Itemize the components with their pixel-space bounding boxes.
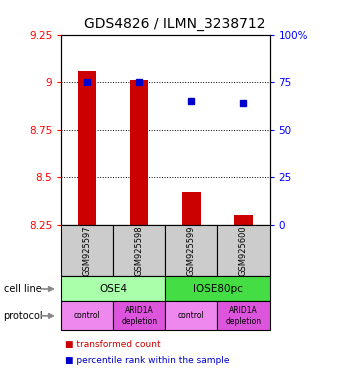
Text: cell line: cell line (4, 284, 41, 294)
Text: ARID1A
depletion: ARID1A depletion (225, 306, 261, 326)
Text: GSM925598: GSM925598 (135, 225, 144, 276)
Text: GSM925600: GSM925600 (239, 225, 248, 276)
Text: GSM925599: GSM925599 (187, 225, 196, 276)
Text: protocol: protocol (4, 311, 43, 321)
Text: ■ transformed count: ■ transformed count (65, 340, 160, 349)
Bar (182, 192, 201, 225)
Text: IOSE80pc: IOSE80pc (193, 284, 242, 294)
Text: GDS4826 / ILMN_3238712: GDS4826 / ILMN_3238712 (84, 17, 266, 31)
Text: OSE4: OSE4 (99, 284, 127, 294)
Text: control: control (178, 311, 205, 320)
Text: ■ percentile rank within the sample: ■ percentile rank within the sample (65, 356, 229, 365)
Bar (234, 215, 253, 225)
Bar (130, 80, 148, 225)
Text: control: control (74, 311, 101, 320)
Bar (78, 71, 96, 225)
Text: ARID1A
depletion: ARID1A depletion (121, 306, 158, 326)
Text: GSM925597: GSM925597 (83, 225, 92, 276)
